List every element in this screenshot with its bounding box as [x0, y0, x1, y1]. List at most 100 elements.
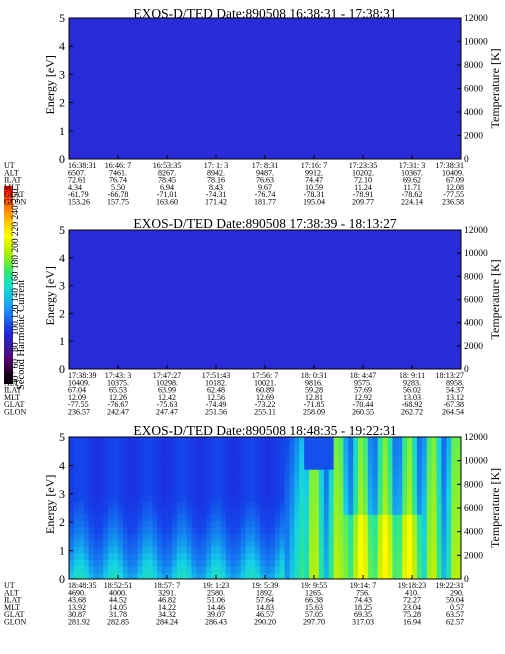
spectrogram-cell [265, 488, 271, 496]
spectrogram-cell [225, 572, 232, 580]
spectrogram-cell [137, 449, 143, 457]
spectrogram-cell [230, 449, 236, 457]
spectrogram-cell [377, 501, 383, 509]
spectrogram-cell [397, 533, 403, 541]
spectrogram-cell [426, 488, 432, 496]
spectrogram-cell [245, 540, 251, 548]
spectrogram-cell [416, 469, 423, 477]
spectrogram-cell [274, 488, 281, 496]
spectrogram-cell [284, 566, 290, 573]
spectrogram-cell [328, 559, 334, 567]
spectrogram-cell [289, 546, 295, 554]
spectrogram-cell [397, 495, 403, 502]
spectrogram-cell [397, 456, 403, 464]
spectrogram-cell [318, 546, 325, 554]
table-cell-glat: 69.35 [354, 610, 372, 619]
spectrogram-cell [377, 475, 383, 483]
spectrogram-cell [318, 482, 325, 490]
spectrogram-cell [211, 533, 217, 541]
spectrogram-cell [162, 508, 168, 515]
spectrogram-cell [269, 469, 276, 477]
table-cell-glat: -75.63 [157, 400, 178, 409]
spectrogram-cell [402, 437, 408, 444]
spectrogram-cell [441, 495, 447, 502]
spectrogram-cell [372, 514, 379, 522]
spectrogram-cell [186, 501, 192, 509]
row-label: MLT [4, 603, 20, 612]
spectrogram-cell [127, 533, 134, 541]
spectrogram-cell [191, 495, 197, 502]
spectrogram-cell [240, 449, 246, 457]
table-cell-ut: 18: 4:47 [350, 371, 376, 380]
y2-tick-label: 6000 [464, 85, 483, 95]
spectrogram-cell [230, 488, 236, 496]
spectrogram-cell [421, 527, 428, 535]
spectrogram-cell [255, 443, 261, 451]
spectrogram-cell [431, 501, 437, 509]
spectrogram-cell [201, 540, 207, 548]
spectrogram-cell [338, 449, 344, 457]
spectrogram-cell [122, 469, 129, 477]
spectrogram-cell [269, 501, 276, 509]
spectrogram-cell [88, 488, 94, 496]
spectrogram-cell [167, 540, 173, 548]
spectrogram-cell [363, 475, 369, 483]
spectrogram-cell [358, 546, 364, 554]
spectrogram-cell [88, 501, 94, 509]
row-label: ILAT [4, 596, 21, 605]
spectrogram-cell [441, 501, 447, 509]
spectrogram-cell [353, 527, 359, 535]
spectrogram-cell [377, 514, 383, 522]
spectrogram-cell [73, 540, 80, 548]
spectrogram-cell [171, 553, 178, 561]
spectrogram-cell [397, 566, 403, 573]
table-cell-mlt: 11.24 [354, 183, 372, 192]
spectrogram-cell [167, 520, 173, 528]
spectrogram-cell [416, 508, 423, 515]
spectrogram-cell [323, 449, 330, 457]
spectrogram-cell [348, 501, 354, 509]
spectrogram-cell [333, 533, 339, 541]
spectrogram-cell [122, 475, 129, 483]
spectrogram-cell [196, 527, 202, 535]
spectrogram-cell [260, 572, 266, 580]
spectrogram-cell [456, 469, 462, 477]
spectrogram-cell [69, 443, 75, 451]
spectrogram-cell [191, 533, 197, 541]
spectrogram-cell [93, 527, 99, 535]
spectrogram-cell [176, 469, 183, 477]
spectrogram-cell [416, 462, 423, 470]
table-cell-alt: 10182. [205, 378, 227, 387]
spectrogram-cell [333, 508, 339, 515]
spectrogram-cell [436, 443, 442, 451]
spectrogram-cell [88, 495, 94, 502]
spectrogram-cell [382, 540, 388, 548]
spectrogram-cell [299, 566, 305, 573]
spectrogram-cell [284, 533, 290, 541]
spectrogram-cell [225, 501, 232, 509]
spectrogram-cell [372, 469, 379, 477]
table-cell-ilat: 60.89 [256, 386, 274, 395]
spectrogram-cell [78, 508, 85, 515]
spectrogram-cell [274, 469, 281, 477]
spectrogram-cell [122, 495, 129, 502]
spectrogram-cell [289, 469, 295, 477]
spectrogram-cell [255, 462, 261, 470]
spectrogram-cell [118, 501, 124, 509]
spectrogram-cell [196, 572, 202, 580]
spectrogram-cell [118, 553, 124, 561]
spectrogram-cell [162, 469, 168, 477]
spectrogram-cell [265, 462, 271, 470]
spectrogram-cell [304, 540, 310, 548]
spectrogram-cell [412, 475, 418, 483]
spectrogram-cell [196, 488, 202, 496]
spectrogram-cell [289, 501, 295, 509]
spectrogram-cell [220, 546, 227, 554]
spectrogram-cell [250, 437, 256, 444]
spectrogram-cell [333, 553, 339, 561]
spectrogram-cell [147, 514, 153, 522]
spectrogram-cell [392, 559, 398, 567]
spectrogram-cell [269, 520, 276, 528]
table-cell-alt: 10202. [352, 168, 374, 177]
spectrogram-cell [83, 449, 89, 457]
